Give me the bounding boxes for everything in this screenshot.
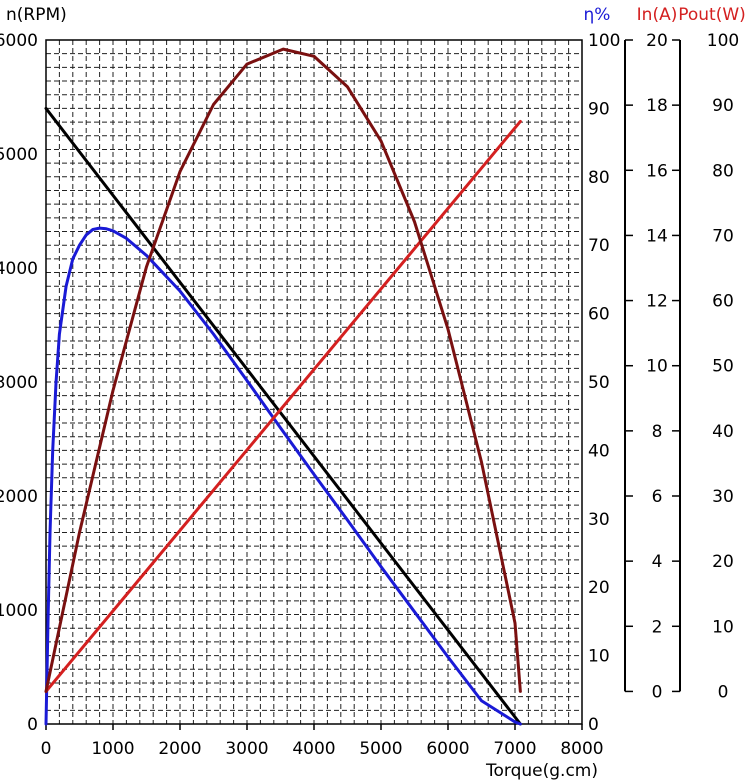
pout-tick-label: 80 (712, 161, 734, 181)
n-tick-label: 6000 (0, 31, 38, 51)
pout-tick-label: 90 (712, 96, 734, 116)
pout-tick-label: 50 (712, 357, 734, 377)
eta-tick-label: 20 (588, 578, 610, 598)
pout-tick-label: 60 (712, 292, 734, 312)
in-tick-label: 12 (646, 292, 668, 312)
pout-tick-label: 70 (712, 226, 734, 246)
in-series-line (44, 119, 522, 693)
axes (45, 39, 681, 730)
pout-tick-label: 100 (707, 31, 739, 51)
x-tick-label: 0 (41, 739, 52, 759)
in-tick-label: 2 (652, 617, 663, 637)
eta-tick-label: 10 (588, 647, 610, 667)
in-tick-label: 10 (646, 357, 668, 377)
eta-tick-label: 100 (588, 31, 620, 51)
in-tick-label: 14 (646, 226, 668, 246)
n-tick-label: 4000 (0, 259, 38, 279)
in-tick-label: 20 (646, 31, 668, 51)
in-axis-title: In(A) (637, 5, 678, 25)
in-tick-label: 18 (646, 96, 668, 116)
n-tick-label: 3000 (0, 373, 38, 393)
pout-tick-label: 30 (712, 487, 734, 507)
eta-tick-label: 90 (588, 99, 610, 119)
x-tick-label: 1000 (91, 739, 134, 759)
n-tick-label: 5000 (0, 145, 38, 165)
eta-tick-label: 50 (588, 373, 610, 393)
eta-tick-label: 40 (588, 441, 610, 461)
in-tick-label: 4 (652, 552, 663, 572)
x-tick-label: 4000 (292, 739, 335, 759)
series-lines (44, 47, 522, 726)
x-tick-label: 8000 (560, 739, 603, 759)
x-tick-label: 5000 (359, 739, 402, 759)
pout-tick-label: 40 (712, 422, 734, 442)
axis-labels: 0 1000 2000 3000 4000 5000 6000 7000 8000Torque(… (0, 5, 746, 780)
eta-tick-label: 0 (588, 715, 599, 735)
x-tick-label: 2000 (158, 739, 201, 759)
n-axis-title: n(RPM) (6, 5, 67, 25)
x-tick-label: 7000 (493, 739, 536, 759)
eta-tick-label: 70 (588, 236, 610, 256)
eta-axis-title: η% (584, 5, 611, 25)
x-axis-title: Torque(g.cm) (485, 761, 598, 780)
eta-series-line (44, 226, 522, 726)
in-tick-label: 8 (652, 422, 663, 442)
eta-tick-label: 30 (588, 510, 610, 530)
pout-tick-label: 20 (712, 552, 734, 572)
pout-tick-label: 10 (712, 617, 734, 637)
eta-tick-label: 80 (588, 168, 610, 188)
n-series-line (44, 106, 522, 726)
pout-axis-title: Pout(W) (678, 5, 746, 25)
n-tick-label: 2000 (0, 487, 38, 507)
in-tick-label: 6 (652, 487, 663, 507)
x-tick-label: 6000 (426, 739, 469, 759)
n-tick-label: 1000 (0, 601, 38, 621)
in-tick-label: 0 (652, 682, 663, 702)
x-tick-label: 3000 (225, 739, 268, 759)
n-tick-label: 0 (27, 715, 38, 735)
in-tick-label: 16 (646, 161, 668, 181)
pout-series-line (44, 47, 522, 693)
pout-tick-label: 0 (718, 682, 729, 702)
eta-tick-label: 60 (588, 305, 610, 325)
